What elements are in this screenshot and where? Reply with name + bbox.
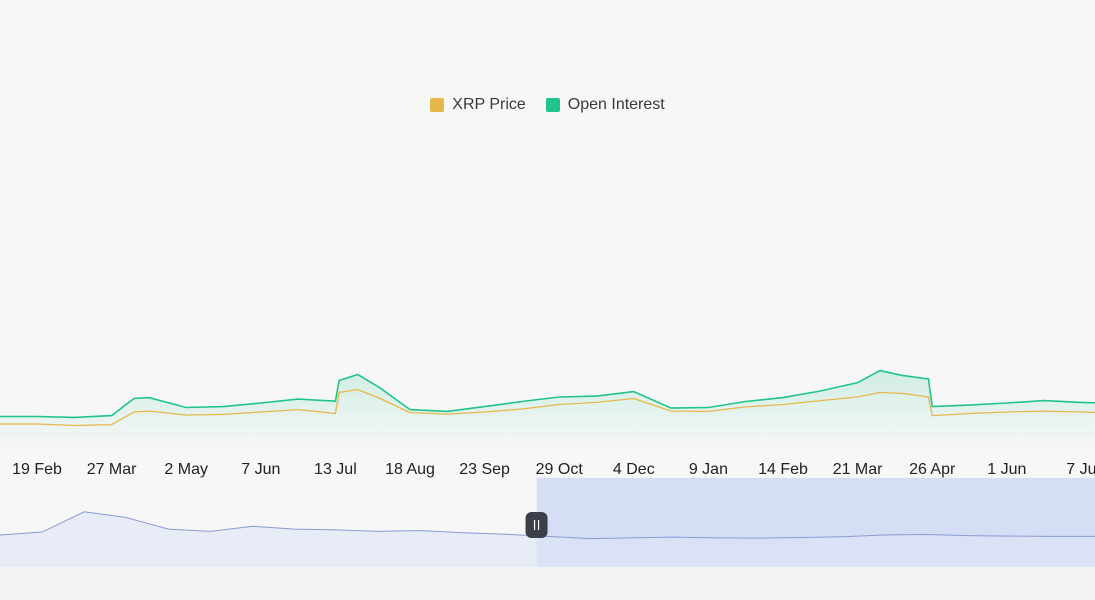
- open-interest-line: [0, 369, 1095, 419]
- x-tick-label: 1 Jun: [987, 461, 1026, 478]
- legend-swatch-price: [430, 98, 445, 112]
- x-tick-label: 7 Jun: [241, 461, 280, 478]
- xrp-price-line: [0, 388, 1095, 427]
- navigator-line: [0, 511, 1095, 540]
- footer-bar: [0, 567, 1095, 600]
- x-tick-label: 29 Oct: [536, 461, 584, 478]
- x-tick-label: 9 Jan: [689, 461, 728, 478]
- x-tick-label: 21 Mar: [833, 461, 883, 478]
- chart-legend: XRP Price Open Interest: [0, 96, 1095, 114]
- x-tick-label: 13 Jul: [314, 461, 357, 478]
- navigator-area: [0, 511, 1095, 567]
- x-tick-label: 7 Ju: [1066, 461, 1095, 478]
- x-tick-label: 19 Feb: [12, 461, 62, 478]
- legend-label-price: XRP Price: [452, 96, 526, 113]
- x-tick-label: 26 Apr: [909, 461, 956, 478]
- open-interest-area: [0, 370, 1095, 450]
- x-tick-label: 2 May: [164, 461, 208, 478]
- x-tick-label: 18 Aug: [385, 461, 435, 478]
- legend-label-oi: Open Interest: [567, 96, 665, 113]
- x-tick-label: 27 Mar: [87, 461, 137, 478]
- legend-item-open-interest[interactable]: Open Interest: [545, 96, 665, 114]
- navigator-handle[interactable]: [525, 512, 548, 538]
- legend-swatch-oi: [545, 98, 560, 112]
- range-navigator[interactable]: [0, 478, 1095, 567]
- main-chart[interactable]: 19 Feb 27 Mar 2 May 7 Jun 13 Jul 18 Aug 23 Sep…: [0, 0, 1095, 480]
- legend-item-xrp-price[interactable]: XRP Price: [430, 96, 526, 114]
- x-tick-label: 14 Feb: [758, 461, 808, 478]
- x-tick-label: 4 Dec: [613, 461, 655, 478]
- x-tick-label: 23 Sep: [459, 461, 510, 478]
